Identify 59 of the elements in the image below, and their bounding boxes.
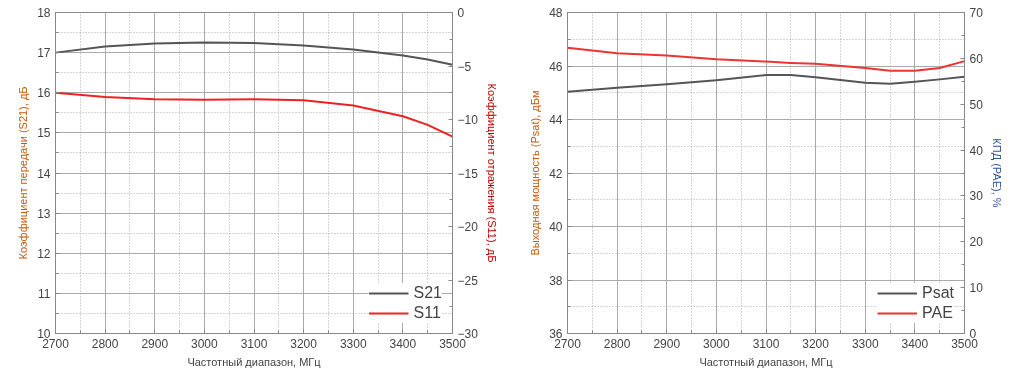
- x-tick-label: 3100: [240, 336, 268, 351]
- x-tick-label: 3300: [339, 336, 367, 351]
- y2-axis-title: Коэффициент отражения (S11), дБ: [485, 83, 498, 263]
- x-tick-label: 2800: [91, 336, 119, 351]
- y-tick-label: 16: [37, 86, 51, 101]
- x-tick-label: 3000: [703, 336, 731, 351]
- x-tick-label: 3300: [851, 336, 879, 351]
- y2-tick-label: 70: [969, 6, 984, 20]
- legend-label: PAE: [921, 304, 953, 322]
- y2-tick-label: 20: [969, 235, 984, 250]
- x-tick-label: 3100: [752, 336, 780, 351]
- y-tick-label: 15: [37, 126, 51, 141]
- y2-tick-label: −5: [457, 59, 472, 74]
- y-tick-label: 14: [37, 166, 51, 181]
- y2-tick-label: −30: [457, 327, 479, 341]
- x-tick-label: 2800: [603, 336, 631, 351]
- x-tick-label: 2900: [653, 336, 681, 351]
- line-series: [55, 41, 453, 66]
- y-tick-label: 40: [549, 220, 563, 234]
- y-tick-label: 48: [549, 6, 563, 20]
- y-tick-label: 44: [549, 113, 563, 127]
- x-tick-label: 3400: [901, 336, 929, 351]
- line-series: [567, 74, 965, 93]
- legend-label: Psat: [921, 284, 954, 302]
- y-tick-label: 17: [37, 46, 51, 61]
- x-tick-label: 3000: [191, 336, 219, 351]
- y2-tick-label: −25: [457, 273, 479, 288]
- x-axis-title: Частотный диапазон, МГц: [699, 355, 834, 368]
- x-tick-label: 2900: [141, 336, 169, 351]
- y-tick-label: 13: [37, 206, 51, 221]
- y-tick-label: 12: [37, 246, 51, 261]
- x-tick-label: 3400: [389, 336, 417, 351]
- y-tick-label: 10: [37, 327, 51, 341]
- y2-tick-label: −20: [457, 220, 479, 234]
- y2-tick-label: −10: [457, 113, 479, 127]
- y-tick-label: 38: [549, 273, 563, 288]
- line-series: [55, 91, 453, 138]
- line-series: [567, 46, 965, 72]
- y2-tick-label: 40: [969, 143, 984, 158]
- legend-label: S11: [413, 304, 441, 322]
- y-tick-label: 11: [38, 286, 51, 301]
- y2-tick-label: 50: [969, 97, 984, 112]
- y2-tick-label: 10: [969, 281, 984, 296]
- y-tick-label: 36: [549, 327, 563, 341]
- legend-label: S21: [413, 284, 442, 302]
- y2-tick-label: 0: [457, 6, 465, 20]
- y-tick-label: 42: [549, 166, 563, 181]
- y2-tick-label: 30: [969, 189, 984, 204]
- y2-tick-label: 0: [969, 327, 977, 341]
- y-axis-title: Выходная мощность (Psat), дБм: [529, 90, 542, 256]
- x-tick-label: 3200: [802, 336, 830, 351]
- y2-tick-label: 60: [969, 51, 984, 66]
- x-tick-label: 3200: [290, 336, 318, 351]
- y2-tick-label: −15: [457, 166, 479, 181]
- y-tick-label: 46: [549, 59, 563, 74]
- y-tick-label: 18: [37, 6, 51, 20]
- y2-axis-title: КПД (PAE), %: [990, 138, 1003, 208]
- x-axis-title: Частотный диапазон, МГц: [187, 355, 322, 368]
- y-axis-title: Коэффициент передачи (S21), дБ: [17, 86, 30, 260]
